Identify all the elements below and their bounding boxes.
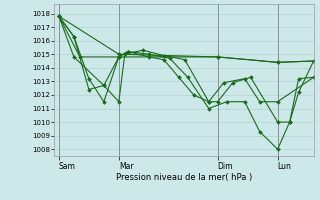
X-axis label: Pression niveau de la mer( hPa ): Pression niveau de la mer( hPa ) (116, 173, 252, 182)
